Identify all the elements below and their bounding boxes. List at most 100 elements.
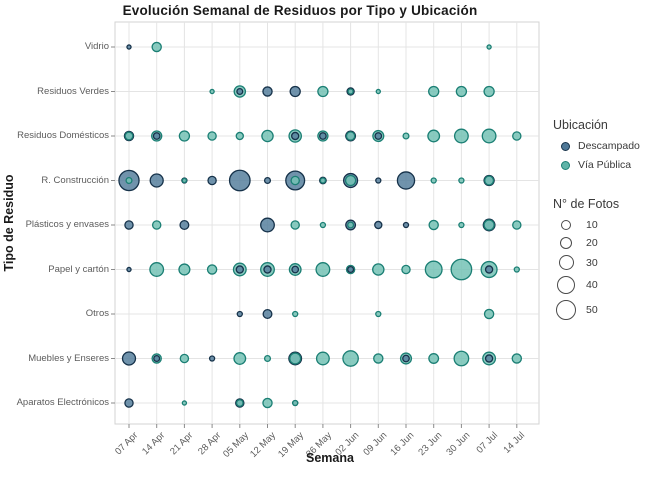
bubble-via-publica[interactable] xyxy=(344,174,357,187)
bubble-via-publica[interactable] xyxy=(289,352,302,365)
bubble-descampado[interactable] xyxy=(121,351,137,366)
bubble-via-publica[interactable] xyxy=(453,350,470,367)
legend-item-via-publica[interactable]: Vía Pública xyxy=(561,159,645,171)
bubble-descampado[interactable] xyxy=(396,171,416,190)
bubble-via-publica[interactable] xyxy=(151,41,162,53)
bubble-via-publica[interactable] xyxy=(453,128,469,144)
bubble-descampado[interactable] xyxy=(262,308,273,319)
bubble-via-publica[interactable] xyxy=(178,263,191,276)
bubble-via-publica[interactable] xyxy=(511,353,523,364)
legend-item-label: Descampado xyxy=(578,140,640,152)
bubble-via-publica[interactable] xyxy=(125,176,133,185)
bubble-via-publica[interactable] xyxy=(483,85,495,98)
bubble-via-publica[interactable] xyxy=(342,350,359,367)
bubble-via-publica[interactable] xyxy=(428,219,439,231)
y-tick-label: R. Construcción xyxy=(41,174,109,186)
bubble-via-publica[interactable] xyxy=(290,220,300,230)
bubble-descampado[interactable] xyxy=(152,132,161,140)
bubble-via-publica[interactable] xyxy=(124,131,134,141)
bubble-via-publica[interactable] xyxy=(427,129,441,143)
bubble-via-publica[interactable] xyxy=(235,131,245,141)
bubble-via-publica[interactable] xyxy=(450,258,473,281)
legend-item-descampado[interactable]: Descampado xyxy=(561,140,645,152)
bubble-descampado[interactable] xyxy=(402,221,410,229)
bubble-descampado[interactable] xyxy=(149,173,164,188)
bubble-descampado[interactable] xyxy=(484,265,494,274)
bubble-via-publica[interactable] xyxy=(484,175,495,186)
bubble-descampado[interactable] xyxy=(126,44,132,50)
bubble-descampado[interactable] xyxy=(153,354,161,363)
bubble-descampado[interactable] xyxy=(263,176,272,185)
bubble-via-publica[interactable] xyxy=(315,351,330,366)
bubble-via-publica[interactable] xyxy=(373,353,384,364)
bubble-via-publica[interactable] xyxy=(455,85,468,98)
bubble-via-publica[interactable] xyxy=(430,177,437,184)
bubble-via-publica[interactable] xyxy=(347,88,354,95)
bubble-descampado[interactable] xyxy=(124,220,134,230)
bubble-via-publica[interactable] xyxy=(315,262,331,277)
bubble-via-publica[interactable] xyxy=(317,85,329,98)
bubble-via-publica[interactable] xyxy=(375,310,382,318)
bubble-via-publica[interactable] xyxy=(512,220,522,230)
bubble-via-publica[interactable] xyxy=(424,260,443,279)
bubble-via-publica[interactable] xyxy=(207,131,217,141)
bubble-via-publica[interactable] xyxy=(512,131,522,141)
bubble-descampado[interactable] xyxy=(262,86,273,97)
bubble-via-publica[interactable] xyxy=(428,353,440,364)
bubble-via-publica[interactable] xyxy=(262,397,273,409)
bubble-via-publica[interactable] xyxy=(151,220,162,230)
bubble-via-publica[interactable] xyxy=(319,177,327,184)
bubble-via-publica[interactable] xyxy=(149,262,165,277)
bubble-descampado[interactable] xyxy=(375,177,382,184)
bubble-descampado[interactable] xyxy=(124,398,134,408)
bubble-via-publica[interactable] xyxy=(372,263,385,276)
bubble-descampado[interactable] xyxy=(207,175,217,186)
bubble-via-publica[interactable] xyxy=(181,177,188,184)
bubble-via-publica[interactable] xyxy=(263,354,272,363)
bubble-descampado[interactable] xyxy=(236,87,244,96)
bubble-descampado[interactable] xyxy=(235,265,245,274)
bubble-via-publica[interactable] xyxy=(347,221,355,229)
bubble-via-publica[interactable] xyxy=(375,88,382,95)
bubble-via-publica[interactable] xyxy=(209,88,215,95)
bubble-descampado[interactable] xyxy=(347,265,355,274)
bubble-via-publica[interactable] xyxy=(458,221,465,229)
bubble-descampado[interactable] xyxy=(126,266,132,273)
bubble-descampado[interactable] xyxy=(236,310,243,318)
size-legend-circle-icon xyxy=(557,276,575,294)
bubble-via-publica[interactable] xyxy=(428,85,440,98)
bubble-via-publica[interactable] xyxy=(181,400,188,406)
bubble-via-publica[interactable] xyxy=(235,399,244,407)
bubble-via-publica[interactable] xyxy=(290,175,300,186)
bubble-descampado[interactable] xyxy=(260,217,275,233)
bubble-via-publica[interactable] xyxy=(481,128,497,144)
bubble-via-publica[interactable] xyxy=(261,129,274,143)
bubble-descampado[interactable] xyxy=(484,354,494,363)
bubble-via-publica[interactable] xyxy=(483,219,495,231)
bubble-via-publica[interactable] xyxy=(513,266,520,273)
bubble-via-publica[interactable] xyxy=(233,352,247,365)
bubble-descampado[interactable] xyxy=(402,354,410,363)
bubble-descampado[interactable] xyxy=(291,265,300,274)
bubble-descampado[interactable] xyxy=(263,265,272,274)
bubble-via-publica[interactable] xyxy=(401,264,411,275)
bubble-via-publica[interactable] xyxy=(178,130,191,142)
bubble-via-publica[interactable] xyxy=(206,264,218,275)
bubble-descampado[interactable] xyxy=(228,169,251,192)
bubble-descampado[interactable] xyxy=(290,131,300,141)
bubble-descampado[interactable] xyxy=(319,132,327,140)
bubble-descampado[interactable] xyxy=(179,219,190,230)
bubble-via-publica[interactable] xyxy=(292,399,299,407)
bubble-via-publica[interactable] xyxy=(458,177,465,184)
bubble-via-publica[interactable] xyxy=(483,308,495,320)
bubble-via-publica[interactable] xyxy=(402,132,410,140)
bubble-via-publica[interactable] xyxy=(486,44,492,50)
bubble-via-publica[interactable] xyxy=(345,131,356,141)
bubble-descampado[interactable] xyxy=(289,85,301,98)
bubble-via-publica[interactable] xyxy=(319,221,327,229)
bubble-via-publica[interactable] xyxy=(179,353,190,364)
bubble-descampado[interactable] xyxy=(208,355,216,362)
bubble-descampado[interactable] xyxy=(374,132,383,140)
bubble-via-publica[interactable] xyxy=(292,310,299,318)
bubble-descampado[interactable] xyxy=(374,220,383,230)
